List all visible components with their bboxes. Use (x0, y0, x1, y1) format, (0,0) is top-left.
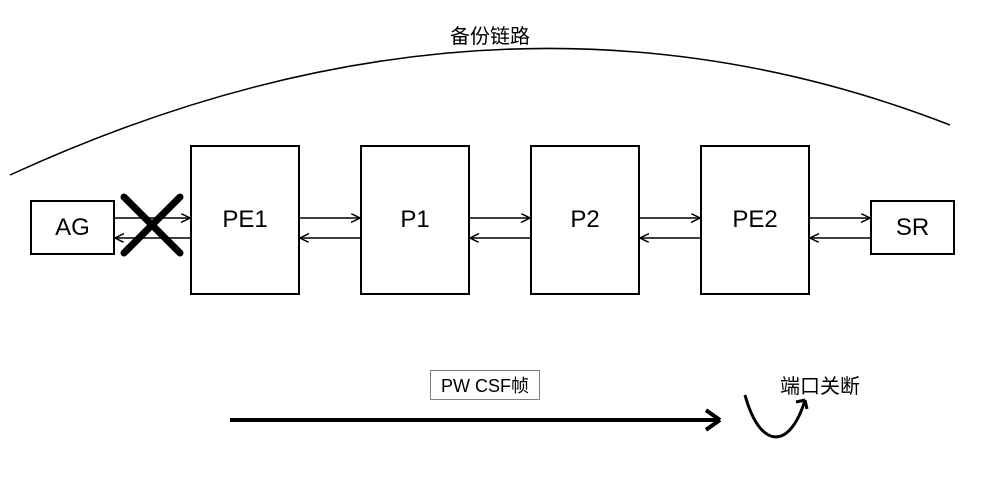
node-ag: AG (30, 200, 115, 255)
pw-csf-frame-box: PW CSF帧 (430, 370, 540, 400)
node-pe1: PE1 (190, 145, 300, 295)
node-p1: P1 (360, 145, 470, 295)
node-p2: P2 (530, 145, 640, 295)
node-sr: SR (870, 200, 955, 255)
backup-link-label: 备份链路 (450, 20, 530, 49)
node-pe2: PE2 (700, 145, 810, 295)
diagram-svg (0, 0, 1000, 500)
port-off-label: 端口关断 (780, 370, 860, 399)
